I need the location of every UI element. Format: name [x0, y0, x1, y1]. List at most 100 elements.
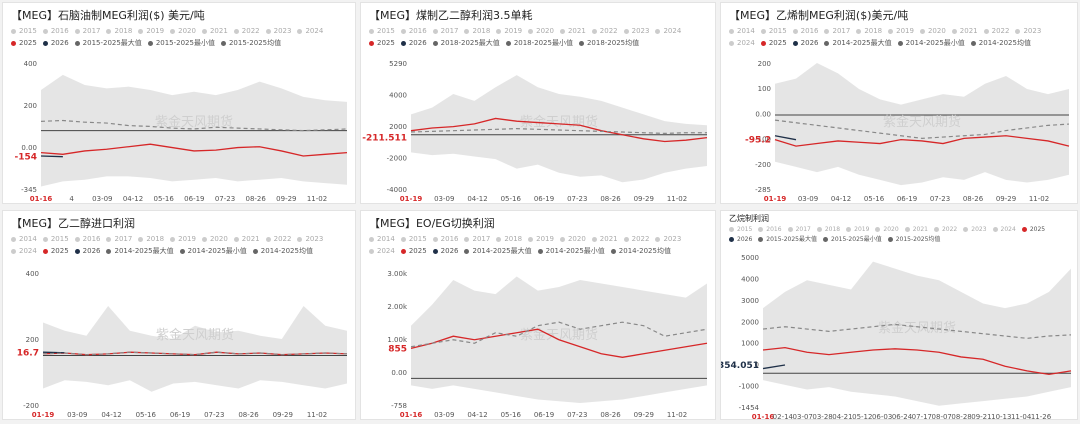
legend-label: 2014 — [377, 235, 395, 243]
legend-item[interactable]: 2014 — [11, 233, 37, 245]
legend-item[interactable]: 2021 — [559, 25, 586, 37]
legend-item[interactable]: 2015-2025最小值 — [823, 235, 882, 245]
legend-item[interactable]: 2018 — [138, 233, 164, 245]
legend-item[interactable]: 2021 — [233, 233, 260, 245]
legend-item[interactable]: 2016 — [74, 233, 100, 245]
legend-item[interactable]: 2020 — [528, 25, 554, 37]
legend-item[interactable]: 2018 — [496, 233, 522, 245]
legend-item[interactable]: 2025 — [1021, 225, 1045, 235]
legend-item[interactable]: 2022 — [265, 233, 291, 245]
legend-item[interactable]: 2016 — [792, 25, 818, 37]
legend-item[interactable]: 2021 — [201, 25, 228, 37]
legend-item[interactable]: 2017 — [106, 233, 132, 245]
legend-item[interactable]: 2015-2025均值 — [220, 37, 281, 49]
legend-item[interactable]: 2017 — [464, 233, 490, 245]
legend-item[interactable]: 2023 — [655, 233, 681, 245]
legend-item[interactable]: 2024 — [992, 225, 1016, 235]
legend-item[interactable]: 2019 — [528, 233, 554, 245]
legend-item[interactable]: 2018 — [464, 25, 490, 37]
legend-item[interactable]: 2016 — [758, 225, 782, 235]
legend-item[interactable]: 2019 — [496, 25, 522, 37]
legend-item[interactable]: 2015 — [42, 233, 69, 245]
legend-item[interactable]: 2015-2025最大值 — [758, 235, 817, 245]
legend-item[interactable]: 2018 — [816, 225, 840, 235]
watermark: 紫金天风期货 — [155, 114, 233, 130]
legend-item[interactable]: 2019 — [170, 233, 196, 245]
legend-item[interactable]: 2023 — [623, 25, 649, 37]
legend-item[interactable]: 2014-2025均值 — [970, 37, 1031, 49]
legend-item[interactable]: 2024 — [729, 37, 755, 49]
legend-item[interactable]: 2023 — [963, 225, 987, 235]
legend-item[interactable]: 2016 — [432, 233, 458, 245]
legend-item[interactable]: 2014-2025均值 — [610, 245, 671, 257]
legend-item[interactable]: 2015 — [729, 225, 752, 235]
legend-item[interactable]: 2014-2025均值 — [252, 245, 313, 257]
legend-item[interactable]: 2018-2025最大值 — [432, 37, 500, 49]
legend-item[interactable]: 2020 — [875, 225, 899, 235]
legend-item[interactable]: 2022 — [983, 25, 1009, 37]
legend-item[interactable]: 2018-2025均值 — [578, 37, 639, 49]
legend-item[interactable]: 2026 — [729, 235, 752, 245]
legend-item[interactable]: 2026 — [792, 37, 818, 49]
legend-item[interactable]: 2022 — [591, 25, 618, 37]
legend-item[interactable]: 2025 — [760, 37, 787, 49]
legend-item[interactable]: 2026 — [74, 245, 100, 257]
legend-item[interactable]: 2022 — [233, 25, 260, 37]
legend-item[interactable]: 2024 — [11, 245, 37, 257]
y-tick-label: 0 — [755, 361, 759, 369]
legend-item[interactable]: 2016 — [42, 25, 69, 37]
legend-item[interactable]: 2025 — [369, 37, 395, 49]
legend-item[interactable]: 2018-2025最小值 — [505, 37, 573, 49]
legend-item[interactable]: 2018 — [106, 25, 132, 37]
legend-item[interactable]: 2020 — [201, 233, 228, 245]
legend-item[interactable]: 2024 — [655, 25, 681, 37]
legend-item[interactable]: 2023 — [297, 233, 323, 245]
legend-item[interactable]: 2026 — [400, 37, 427, 49]
legend-item[interactable]: 2017 — [432, 25, 458, 37]
legend-item[interactable]: 2017 — [74, 25, 100, 37]
legend-item[interactable]: 2018 — [856, 25, 882, 37]
legend-item[interactable]: 2024 — [369, 245, 395, 257]
legend-item[interactable]: 2023 — [265, 25, 291, 37]
legend-item[interactable]: 2020 — [919, 25, 946, 37]
legend-item[interactable]: 2014 — [369, 233, 395, 245]
legend-item[interactable]: 2017 — [787, 225, 811, 235]
legend-item[interactable]: 2022 — [623, 233, 649, 245]
legend-item[interactable]: 2015 — [400, 233, 427, 245]
legend-item[interactable]: 2020 — [170, 25, 196, 37]
legend-item[interactable]: 2015-2025均值 — [887, 235, 940, 245]
legend-item[interactable]: 2015 — [11, 25, 37, 37]
legend-item[interactable]: 2026 — [432, 245, 458, 257]
legend-item[interactable]: 2017 — [824, 25, 850, 37]
legend-item[interactable]: 2025 — [42, 245, 69, 257]
legend-item[interactable]: 2025 — [11, 37, 37, 49]
legend-item[interactable]: 2014-2025最小值 — [537, 245, 605, 257]
legend-item[interactable]: 2024 — [297, 25, 323, 37]
legend-item[interactable]: 2014-2025最大值 — [824, 37, 892, 49]
legend-item[interactable]: 2021 — [591, 233, 618, 245]
legend-item[interactable]: 2015-2025最大值 — [74, 37, 142, 49]
legend-item[interactable]: 2016 — [400, 25, 427, 37]
legend-item[interactable]: 2015-2025最小值 — [147, 37, 215, 49]
legend-item[interactable]: 2023 — [1015, 25, 1041, 37]
legend-item[interactable]: 2014-2025最小值 — [897, 37, 965, 49]
legend-item[interactable]: 2025 — [400, 245, 427, 257]
legend-item[interactable]: 2015 — [369, 25, 395, 37]
y-tick-label: -100 — [755, 136, 771, 144]
legend-item[interactable]: 2014-2025最小值 — [179, 245, 247, 257]
x-tick-label: 07-23 — [567, 411, 587, 419]
legend-item[interactable]: 2021 — [904, 225, 928, 235]
legend-item[interactable]: 2026 — [42, 37, 69, 49]
legend-item[interactable]: 2020 — [559, 233, 586, 245]
legend-item[interactable]: 2022 — [933, 225, 957, 235]
legend-item[interactable]: 2015 — [760, 25, 787, 37]
legend-item[interactable]: 2021 — [951, 25, 978, 37]
legend-item[interactable]: 2019 — [888, 25, 914, 37]
legend-item[interactable]: 2014-2025最大值 — [106, 245, 174, 257]
legend-item[interactable]: 2019 — [846, 225, 869, 235]
legend-label: 2021 — [912, 226, 928, 233]
legend-item[interactable]: 2014 — [729, 25, 755, 37]
watermark: 紫金天风期货 — [520, 114, 598, 130]
legend-item[interactable]: 2014-2025最大值 — [464, 245, 532, 257]
legend-item[interactable]: 2019 — [138, 25, 164, 37]
